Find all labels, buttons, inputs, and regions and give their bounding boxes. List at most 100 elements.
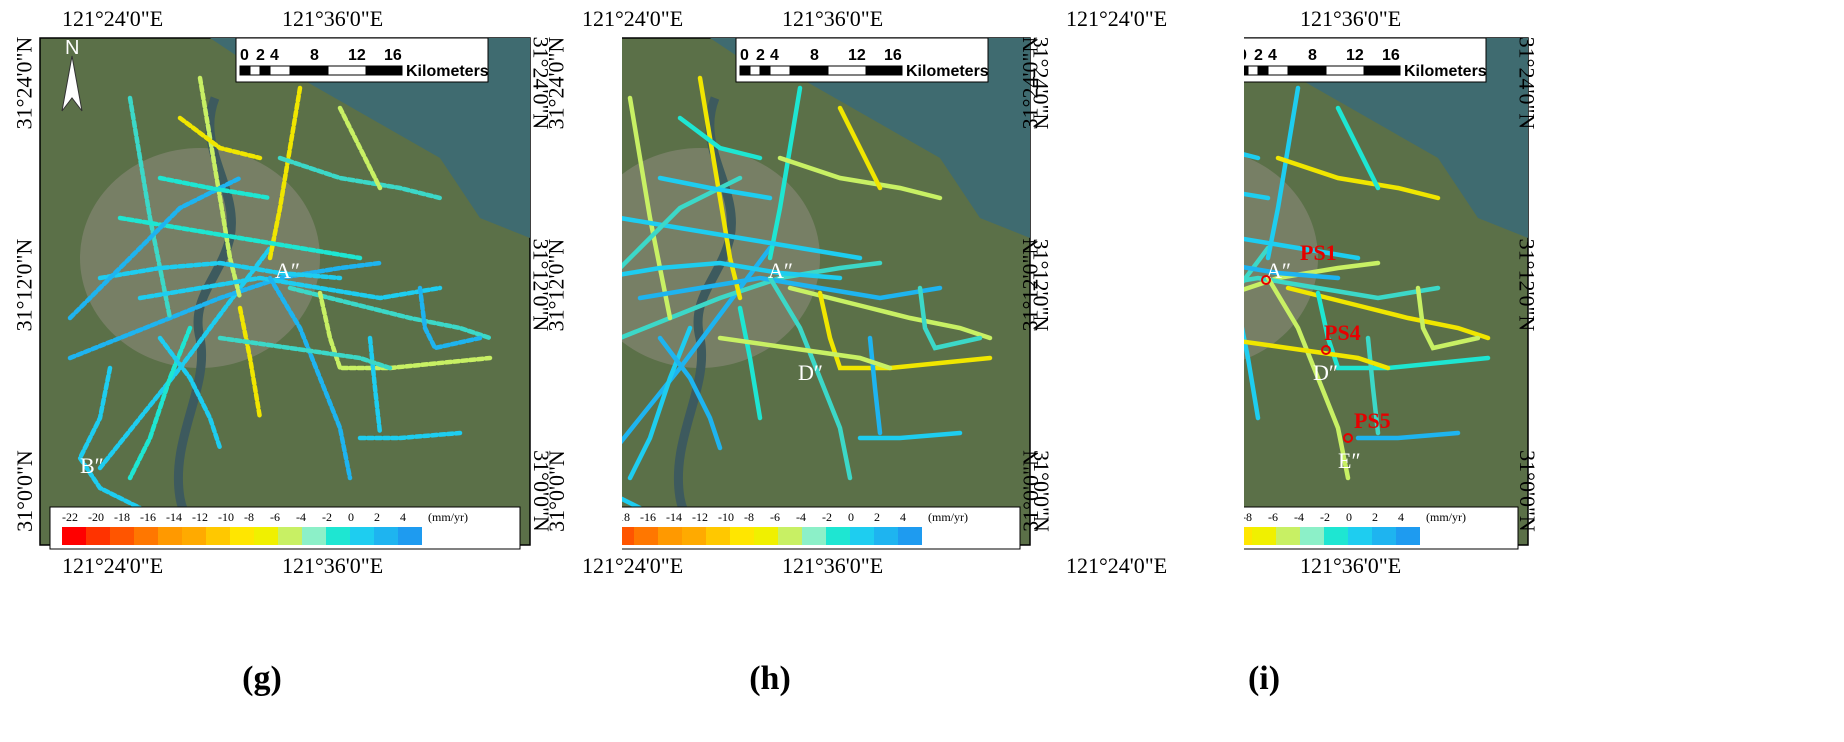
lat-label-right-bottom: 31°0'0"N bbox=[1514, 450, 1540, 532]
legend-swatch bbox=[1244, 527, 1252, 545]
north-arrow-icon: N bbox=[61, 37, 83, 112]
legend-swatch bbox=[1252, 527, 1276, 545]
legend-tick: -4 bbox=[796, 510, 806, 524]
legend-tick: -16 bbox=[640, 510, 656, 524]
lat-label-right-mid: 31°12'0"N bbox=[1514, 238, 1540, 332]
legend-swatch bbox=[158, 527, 182, 545]
north-arrow-shape bbox=[61, 55, 83, 112]
lat-label-left-mid: 31°12'0"N bbox=[543, 238, 569, 332]
lat-label-left-top: 31°24'0"N bbox=[11, 36, 37, 130]
metro-line bbox=[237, 305, 263, 421]
scale-tick: 16 bbox=[384, 47, 402, 64]
lat-label-left-bottom: 31°0'0"N bbox=[543, 450, 569, 532]
lon-label-bottom-right: 121°36'0"E bbox=[1300, 553, 1402, 578]
legend-tick: -2 bbox=[822, 510, 832, 524]
scale-tick: 0 bbox=[1244, 47, 1247, 64]
legend-swatch bbox=[206, 527, 230, 545]
metro-line bbox=[1244, 152, 1261, 161]
metro-line bbox=[837, 105, 883, 191]
lat-label-left-bottom: 31°0'0"N bbox=[1017, 450, 1043, 532]
map-h: N02481216Kilometers-22-20-18-16-14-12-10… bbox=[622, 37, 1031, 550]
panel-caption: (h) bbox=[749, 660, 791, 697]
lon-label-top-left: 121°24'0"E bbox=[582, 6, 684, 31]
legend-swatch bbox=[134, 527, 158, 545]
legend-swatch bbox=[230, 527, 254, 545]
metro-line bbox=[627, 325, 693, 481]
metro-line bbox=[127, 325, 193, 481]
legend-tick: -6 bbox=[270, 510, 280, 524]
legend-tick: -18 bbox=[622, 510, 630, 524]
legend-swatch bbox=[398, 527, 422, 545]
metro-line bbox=[737, 305, 763, 421]
metro-line bbox=[1315, 290, 1491, 371]
profile-label-e: E″ bbox=[1338, 448, 1361, 473]
profile-label-b: B″ bbox=[80, 453, 104, 478]
metro-line bbox=[1415, 285, 1481, 351]
scale-segment bbox=[1247, 65, 1259, 76]
metro-line bbox=[917, 285, 983, 351]
legend-tick: -8 bbox=[744, 510, 754, 524]
map-frame: N02481216Kilometers-22-20-18-16-14-12-10… bbox=[1244, 37, 1529, 550]
legend-tick: 2 bbox=[1372, 510, 1378, 524]
lat-label-left-bottom: 31°0'0"N bbox=[11, 450, 37, 532]
scale-segment bbox=[249, 65, 261, 76]
legend-swatch bbox=[302, 527, 326, 545]
legend-swatch bbox=[850, 527, 874, 545]
legend-tick: -4 bbox=[296, 510, 306, 524]
legend-swatch bbox=[1276, 527, 1300, 545]
metro-line bbox=[1275, 155, 1441, 201]
sea-area bbox=[210, 38, 530, 238]
scale-tick: 8 bbox=[310, 47, 319, 64]
legend-swatch bbox=[754, 527, 778, 545]
ps-marker bbox=[1321, 345, 1331, 355]
ps-label-ps1: PS1 bbox=[1300, 240, 1337, 265]
profile-label-d: D″ bbox=[1313, 360, 1338, 385]
metro-line bbox=[117, 215, 363, 261]
metro-line bbox=[1355, 430, 1461, 441]
metro-line bbox=[817, 290, 993, 371]
metro-line bbox=[767, 275, 853, 481]
legend-tick: -10 bbox=[218, 510, 234, 524]
legend-swatch bbox=[898, 527, 922, 545]
legend-tick: -14 bbox=[166, 510, 182, 524]
metro-line bbox=[657, 175, 773, 201]
metro-line bbox=[67, 260, 383, 361]
scale-segment bbox=[1267, 65, 1289, 76]
scale-tick: 0 bbox=[240, 47, 249, 64]
legend-tick: -4 bbox=[1294, 510, 1304, 524]
lat-label-left-top: 31°24'0"N bbox=[1017, 36, 1043, 130]
scale-segment bbox=[1325, 65, 1365, 76]
metro-line bbox=[1244, 191, 1271, 201]
legend-swatch bbox=[826, 527, 850, 545]
legend-unit: (mm/yr) bbox=[928, 510, 968, 524]
lon-label-bottom-left: 121°24'0"E bbox=[1066, 553, 1168, 578]
legend-swatch bbox=[1396, 527, 1420, 545]
legend-swatch bbox=[86, 527, 110, 545]
scale-segment bbox=[1287, 65, 1327, 76]
scale-tick: 2 bbox=[256, 47, 265, 64]
metro-line bbox=[157, 335, 223, 451]
legend-tick: 4 bbox=[1398, 510, 1404, 524]
map-i: N02481216Kilometers-22-20-18-16-14-12-10… bbox=[1244, 37, 1529, 550]
lon-label-top-left: 121°24'0"E bbox=[1066, 6, 1168, 31]
legend-swatch bbox=[658, 527, 682, 545]
profile-label-a: A″ bbox=[275, 258, 300, 283]
scale-tick: 4 bbox=[270, 47, 279, 64]
legend-swatch bbox=[1372, 527, 1396, 545]
metro-line bbox=[767, 85, 803, 261]
lon-label-bottom-right: 121°36'0"E bbox=[282, 553, 384, 578]
metro-line bbox=[337, 105, 383, 191]
lon-label-bottom-right: 121°36'0"E bbox=[782, 553, 884, 578]
sea-area bbox=[1244, 38, 1528, 238]
legend-swatch bbox=[706, 527, 730, 545]
panel-i: N02481216Kilometers-22-20-18-16-14-12-10… bbox=[1017, 0, 1844, 742]
legend-swatch bbox=[278, 527, 302, 545]
metro-line bbox=[1335, 105, 1381, 191]
metro-line bbox=[77, 365, 143, 511]
